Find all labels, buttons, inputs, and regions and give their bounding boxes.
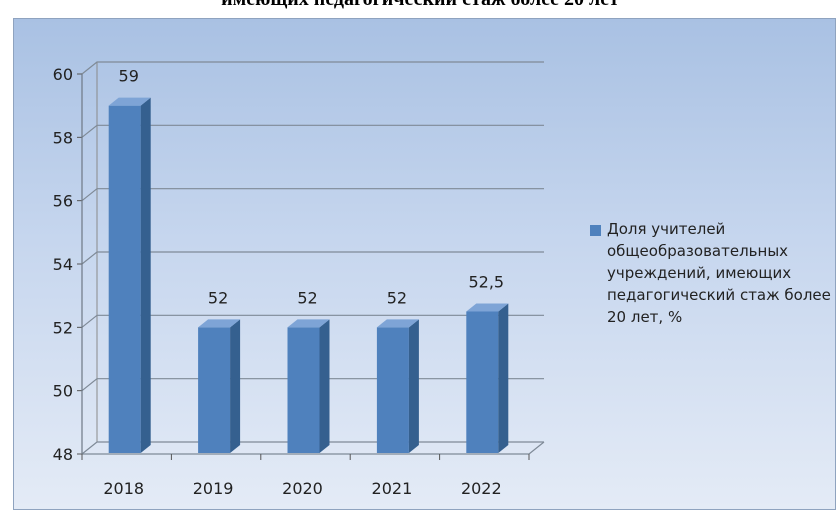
y-tick-label: 60 bbox=[53, 65, 73, 84]
gridline bbox=[81, 251, 544, 265]
x-tick-label: 2019 bbox=[193, 479, 234, 498]
bar-side bbox=[140, 97, 151, 454]
gridline bbox=[81, 188, 544, 202]
chart-legend: Доля учителей общеобразовательных учрежд… bbox=[590, 218, 835, 328]
y-tick-label: 52 bbox=[53, 318, 73, 337]
bar-side bbox=[408, 319, 419, 453]
bar-front bbox=[287, 327, 320, 453]
gridline bbox=[81, 124, 544, 138]
x-tick-label: 2021 bbox=[372, 479, 413, 498]
x-tick-label: 2020 bbox=[282, 479, 323, 498]
bar-top bbox=[108, 97, 151, 106]
gridline bbox=[81, 61, 544, 75]
x-tick-label: 2022 bbox=[461, 479, 502, 498]
chart-area: 48 50 52 54 56 58 60 59 2018 52 2019 52 2020 52 2021 5… bbox=[13, 18, 836, 510]
legend-label: Доля учителей общеобразовательных учрежд… bbox=[607, 220, 831, 326]
bar-front bbox=[466, 311, 499, 453]
bar-front bbox=[376, 327, 409, 453]
legend-swatch bbox=[590, 225, 601, 236]
gridline bbox=[81, 314, 544, 328]
bar-top bbox=[466, 303, 509, 312]
bar-top bbox=[198, 319, 241, 328]
chart-title: имеющих педагогический стаж более 20 лет bbox=[0, 0, 840, 11]
bar-side bbox=[230, 319, 241, 453]
y-tick-label: 54 bbox=[53, 255, 73, 274]
y-tick-label: 58 bbox=[53, 128, 73, 147]
bar-front bbox=[198, 327, 231, 453]
bar-value-label: 59 bbox=[119, 67, 139, 86]
bar-value-label: 52 bbox=[387, 288, 407, 307]
bar-top bbox=[376, 319, 419, 328]
y-tick-label: 50 bbox=[53, 382, 73, 401]
bar-front bbox=[108, 105, 141, 454]
y-tick-label: 48 bbox=[53, 445, 73, 464]
bar-side bbox=[319, 319, 330, 453]
bar-value-label: 52 bbox=[208, 288, 228, 307]
bar-value-label: 52,5 bbox=[468, 273, 504, 292]
x-tick-label: 2018 bbox=[103, 479, 144, 498]
y-tick-label: 56 bbox=[53, 192, 73, 211]
bar-top bbox=[287, 319, 330, 328]
bar-value-label: 52 bbox=[297, 288, 317, 307]
bar-side bbox=[498, 303, 509, 453]
bar-chart: 48 50 52 54 56 58 60 59 2018 52 2019 52 2020 52 2021 5… bbox=[53, 61, 545, 498]
